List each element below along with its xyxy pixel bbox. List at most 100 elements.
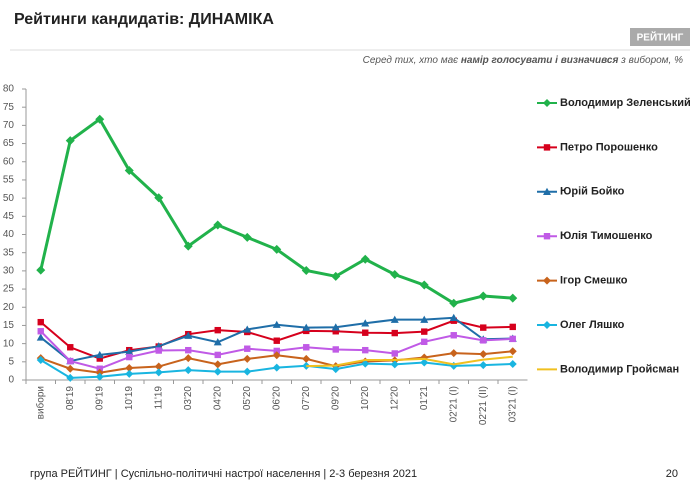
marker (362, 346, 369, 354)
marker (214, 326, 221, 334)
marker (213, 338, 222, 346)
marker (543, 187, 551, 195)
subtitle: Серед тих, хто має намір голосувати і ви… (363, 54, 683, 66)
y-tick-label: 25 (3, 284, 15, 295)
subtitle-part: Серед тих, хто має (363, 55, 461, 66)
marker (273, 337, 280, 344)
x-tick-label: вибори (34, 386, 46, 419)
x-tick-label: 03'21 (I) (507, 386, 518, 422)
y-tick-label: 55 (3, 175, 15, 186)
marker (184, 354, 193, 363)
marker (301, 266, 311, 276)
legend-label: Ігор Смешко (560, 275, 628, 287)
marker (95, 368, 104, 377)
legend-label: Юрій Бойко (560, 186, 625, 198)
marker (361, 359, 370, 368)
footer: група РЕЙТИНГ | Суспільно-політичні наст… (30, 467, 417, 480)
marker (272, 351, 281, 360)
marker (449, 298, 459, 308)
series-line (306, 355, 513, 368)
marker (478, 291, 488, 301)
y-tick-label: 60 (3, 156, 15, 167)
marker (37, 328, 44, 335)
marker (125, 363, 134, 372)
marker (95, 114, 105, 124)
marker (184, 366, 193, 375)
marker (420, 315, 429, 323)
marker (303, 344, 310, 351)
marker (543, 276, 551, 285)
y-tick-label: 35 (3, 247, 15, 258)
marker (66, 364, 75, 373)
marker (272, 363, 281, 372)
marker (272, 320, 281, 328)
marker (331, 365, 340, 374)
marker (362, 329, 369, 336)
y-tick-label: 30 (3, 266, 15, 277)
marker (183, 241, 193, 251)
marker (332, 346, 339, 353)
marker (154, 368, 163, 377)
marker (361, 319, 370, 327)
marker (509, 335, 516, 343)
y-tick-label: 75 (3, 102, 15, 113)
marker (67, 344, 74, 351)
marker (450, 332, 457, 339)
marker (480, 337, 487, 344)
x-tick-label: 10'19 (124, 386, 135, 411)
marker (65, 136, 75, 146)
marker (273, 347, 280, 355)
x-tick-label: 12'20 (389, 386, 400, 411)
x-tick-label: 02'21 (I) (448, 386, 459, 422)
y-tick-label: 15 (3, 320, 15, 331)
marker (66, 373, 75, 382)
y-tick-label: 50 (3, 193, 15, 204)
y-tick-label: 70 (3, 120, 15, 131)
marker (244, 345, 251, 352)
marker (36, 265, 46, 275)
x-tick-label: 05'20 (242, 386, 253, 411)
marker (390, 270, 400, 280)
chart-title: Рейтинги кандидатів: ДИНАМІКА (14, 11, 274, 28)
legend-label: Володимир Зеленський (560, 97, 690, 109)
x-tick-label: 03'20 (183, 386, 194, 411)
marker (184, 331, 193, 339)
y-tick-label: 5 (8, 356, 14, 367)
marker (391, 350, 398, 357)
legend-label: Петро Порошенко (560, 141, 658, 153)
marker (243, 367, 252, 376)
marker (96, 365, 103, 372)
x-tick-label: 06'20 (271, 386, 282, 411)
marker (272, 244, 282, 254)
page-number: 20 (666, 468, 678, 480)
marker (214, 351, 221, 359)
marker (154, 193, 164, 203)
x-tick-label: 09'20 (330, 386, 341, 411)
subtitle-part: з вибором, % (618, 54, 683, 66)
marker (331, 323, 340, 331)
y-tick-label: 65 (3, 138, 15, 149)
marker (391, 329, 398, 337)
x-tick-label: 02'21 (II) (478, 386, 489, 425)
y-tick-label: 0 (8, 375, 14, 386)
marker (421, 328, 428, 335)
marker (543, 233, 551, 240)
marker (67, 357, 74, 365)
marker (243, 325, 252, 333)
marker (213, 367, 222, 376)
marker (508, 359, 517, 368)
marker (125, 369, 134, 378)
marker (95, 372, 104, 381)
marker (96, 355, 103, 362)
marker (124, 165, 134, 175)
marker (421, 338, 428, 346)
marker (126, 353, 133, 361)
y-tick-label: 80 (3, 84, 15, 95)
marker (243, 354, 252, 363)
marker (302, 323, 311, 331)
y-tick-label: 45 (3, 211, 15, 222)
marker (543, 144, 551, 151)
y-tick-label: 40 (3, 229, 15, 240)
